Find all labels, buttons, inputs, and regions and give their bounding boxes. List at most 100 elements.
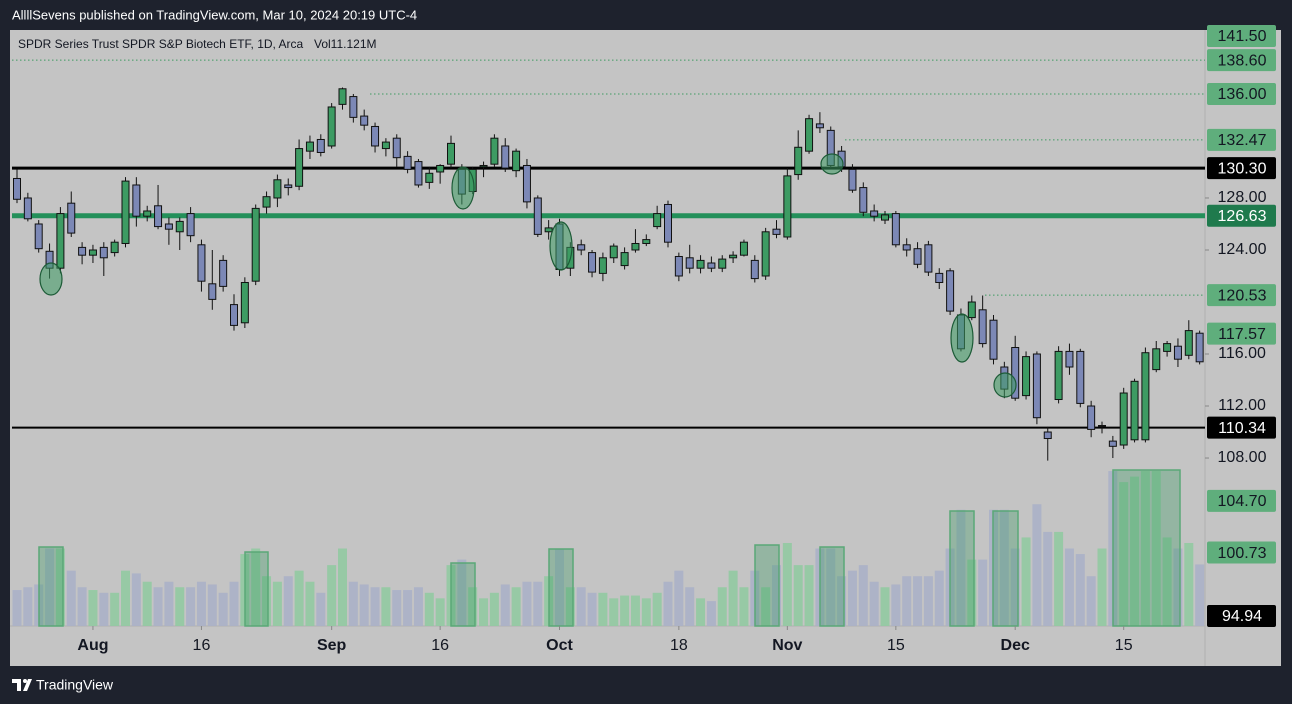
volume-bar [403,590,413,626]
volume-bar [468,587,478,626]
volume-bar [837,576,847,626]
candle-body [848,168,857,191]
volume-bar [511,587,521,626]
volume-bar [218,592,228,626]
candle-body [1119,392,1128,446]
volume-bar [1162,537,1172,626]
price-label-box [1207,605,1276,627]
candle-body [750,259,759,280]
volume-bar [338,548,347,626]
candle-body [913,248,922,265]
volume-bar [77,587,87,626]
candle-body [436,164,445,173]
highlight [754,544,780,627]
volume-bar [804,565,814,626]
brand-logo [12,679,32,691]
price-label-box [1207,322,1276,345]
volume-bar [576,587,586,626]
volume-bar [424,592,434,626]
highlight [819,546,845,627]
volume-bar [891,584,901,626]
circle [820,153,844,175]
candle-body [251,207,260,282]
candle-body [240,281,249,324]
volume-bar [262,576,272,626]
volume-bar [359,584,369,626]
candle-body [620,252,629,267]
candle-body [859,187,868,213]
volume-bar [826,548,836,626]
candle-body [230,304,238,326]
volume-bar [923,576,933,626]
volume-bar [435,598,445,626]
candle-body [1152,348,1161,371]
candle-body [544,227,553,233]
candle-body [99,246,108,259]
circle [993,372,1017,398]
volume-bar [598,592,608,626]
volume-bar [55,548,65,626]
volume-bar [1119,482,1129,626]
candle-body [403,155,412,170]
candle-body [381,141,390,150]
candle-body [924,244,933,273]
logo-mark [12,679,32,691]
y-tick-label: 108.00 [1218,449,1267,466]
candle-body [653,213,662,228]
volume-bar [902,576,912,626]
candle-body [197,244,206,282]
volume-bar [348,581,358,626]
x-tick-label: Oct [546,637,573,654]
highlight [1112,469,1181,627]
candle-body [284,184,293,189]
price-label-box [1207,157,1276,180]
price-label: 110.34 [1218,420,1266,437]
candle-body [1141,352,1150,441]
volume-bar [316,592,326,626]
candle-body [967,301,976,319]
volume-bar [229,581,239,626]
candle-body [718,258,727,269]
candle-body [1163,343,1172,352]
x-tick-label: Nov [772,637,802,654]
volume-bar [956,509,966,626]
volume-bar [88,590,98,626]
circle [950,313,974,363]
candle-body [870,210,879,217]
volume-bar [522,581,532,626]
x-tick-label: Sep [317,637,347,654]
candle-body [316,138,325,153]
candle-body [425,172,434,183]
candle-body [772,228,781,235]
candle-body [512,150,521,172]
circle [549,221,573,271]
candle-body [414,161,423,186]
price-label-box [1207,284,1276,307]
volume-bar [555,548,564,626]
candle-body [186,213,195,237]
candle-body [67,202,76,234]
circle [39,262,63,296]
candle-body [88,249,97,256]
volume-bar [641,598,651,626]
candle-body [783,175,792,238]
price-label: 132.47 [1218,132,1267,149]
candle-body [327,106,336,147]
volume-bar [392,590,402,626]
highlight [992,510,1019,627]
y-tick-label: 116.00 [1218,345,1266,362]
candle-body [305,141,314,152]
price-label: 141.50 [1218,28,1267,45]
candle-body [598,257,607,274]
volume-bar [793,565,803,626]
candle-body [902,244,911,251]
price-label: 100.73 [1218,545,1267,562]
volume-bar [1097,548,1107,626]
volume-bar [1043,531,1053,626]
candle-body [685,257,694,269]
highlight [244,551,269,627]
candle-body [1022,356,1031,397]
volume-bar [858,565,868,626]
volume-bar [1130,476,1140,626]
candle-body [208,283,217,300]
